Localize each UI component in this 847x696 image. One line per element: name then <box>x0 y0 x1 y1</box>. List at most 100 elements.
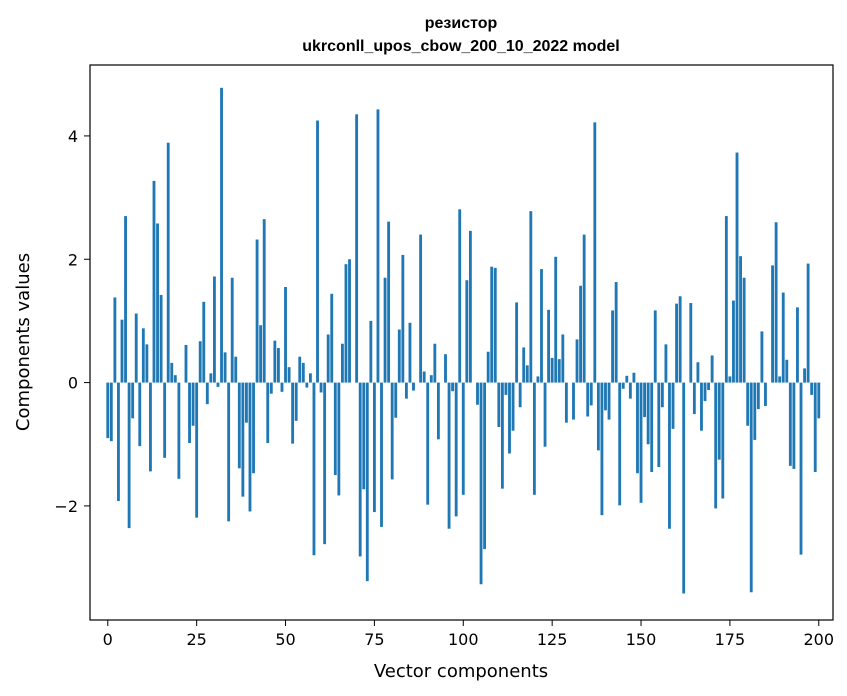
bar-71 <box>358 382 362 557</box>
bar-97 <box>451 382 455 392</box>
plot-frame <box>89 64 834 621</box>
bar-29 <box>209 373 213 383</box>
bar-62 <box>326 334 330 383</box>
bar-149 <box>636 382 639 474</box>
bar-19 <box>173 375 177 383</box>
bar-106 <box>483 382 487 550</box>
bar-178 <box>739 256 742 383</box>
bar-150 <box>639 382 643 503</box>
bar-81 <box>394 382 398 418</box>
bar-13 <box>152 180 156 383</box>
bar-45 <box>266 382 270 444</box>
bar-11 <box>145 344 149 383</box>
bar-93 <box>436 382 440 440</box>
bar-4 <box>120 319 124 383</box>
bar-8 <box>134 313 138 383</box>
bar-23 <box>188 382 191 444</box>
bar-117 <box>522 347 526 383</box>
bar-108 <box>490 266 494 383</box>
bar-194 <box>796 307 799 383</box>
bar-68 <box>348 259 351 383</box>
bar-82 <box>397 329 401 383</box>
bar-118 <box>525 365 529 383</box>
bar-196 <box>803 368 806 383</box>
bar-182 <box>753 382 757 440</box>
bar-59 <box>316 120 319 383</box>
bar-129 <box>564 382 568 423</box>
bar-7 <box>131 382 135 419</box>
bar-52 <box>291 382 295 444</box>
bar-37 <box>237 382 241 469</box>
bar-31 <box>216 382 220 387</box>
bar-70 <box>355 114 359 383</box>
bar-33 <box>223 352 227 383</box>
bar-38 <box>241 382 245 497</box>
bar-49 <box>280 382 284 392</box>
bar-171 <box>714 382 718 509</box>
bar-61 <box>323 382 327 545</box>
y-axis-label: Components values <box>13 253 34 431</box>
bar-51 <box>287 367 291 383</box>
bar-77 <box>380 382 383 527</box>
chart-title: резистор <box>425 15 498 32</box>
bar-179 <box>742 277 746 383</box>
bar-99 <box>458 209 462 383</box>
bar-190 <box>781 292 785 383</box>
bar-40 <box>248 382 252 512</box>
bar-43 <box>259 325 263 383</box>
bar-39 <box>244 382 248 423</box>
bar-46 <box>269 382 273 394</box>
bar-137 <box>593 122 597 383</box>
bar-112 <box>504 382 508 395</box>
bar-116 <box>518 382 522 408</box>
bar-160 <box>675 303 679 383</box>
bar-42 <box>255 239 259 383</box>
bar-56 <box>305 382 309 388</box>
bar-138 <box>596 382 600 451</box>
bar-198 <box>810 382 814 395</box>
bar-95 <box>444 354 447 383</box>
bar-58 <box>312 382 316 556</box>
bar-9 <box>138 382 142 447</box>
bar-22 <box>184 344 188 383</box>
bar-32 <box>220 87 223 383</box>
bar-100 <box>461 382 465 495</box>
bar-110 <box>497 382 501 427</box>
bar-132 <box>575 339 579 383</box>
bar-167 <box>700 382 703 431</box>
bar-24 <box>191 382 195 426</box>
bar-131 <box>572 382 575 420</box>
bar-142 <box>611 310 615 383</box>
bar-187 <box>771 265 774 383</box>
bar-84 <box>404 382 408 399</box>
bar-20 <box>177 382 181 479</box>
bar-177 <box>735 152 739 383</box>
bar-63 <box>330 293 334 383</box>
bar-192 <box>788 382 792 466</box>
x-tick-label: 125 <box>537 630 568 649</box>
bar-158 <box>668 382 671 529</box>
bar-191 <box>785 359 789 383</box>
bar-174 <box>724 216 728 383</box>
bar-180 <box>746 382 750 426</box>
bar-197 <box>806 263 810 383</box>
bar-65 <box>337 382 341 496</box>
bar-36 <box>234 356 238 383</box>
bar-115 <box>515 302 519 383</box>
bar-53 <box>294 382 298 421</box>
bar-188 <box>774 222 778 383</box>
bar-155 <box>657 382 661 468</box>
bar-136 <box>589 382 593 406</box>
bar-195 <box>799 382 803 555</box>
bar-17 <box>166 142 170 383</box>
bar-50 <box>284 287 287 383</box>
bar-176 <box>732 300 735 383</box>
chart-subtitle: ukrconll_upos_cbow_200_10_2022 model <box>302 38 619 55</box>
bar-2 <box>113 297 117 383</box>
x-tick-label: 175 <box>715 630 746 649</box>
bar-128 <box>561 334 565 383</box>
bar-123 <box>543 382 547 447</box>
bar-72 <box>362 382 366 490</box>
bar-15 <box>159 295 163 383</box>
bar-3 <box>117 382 120 501</box>
